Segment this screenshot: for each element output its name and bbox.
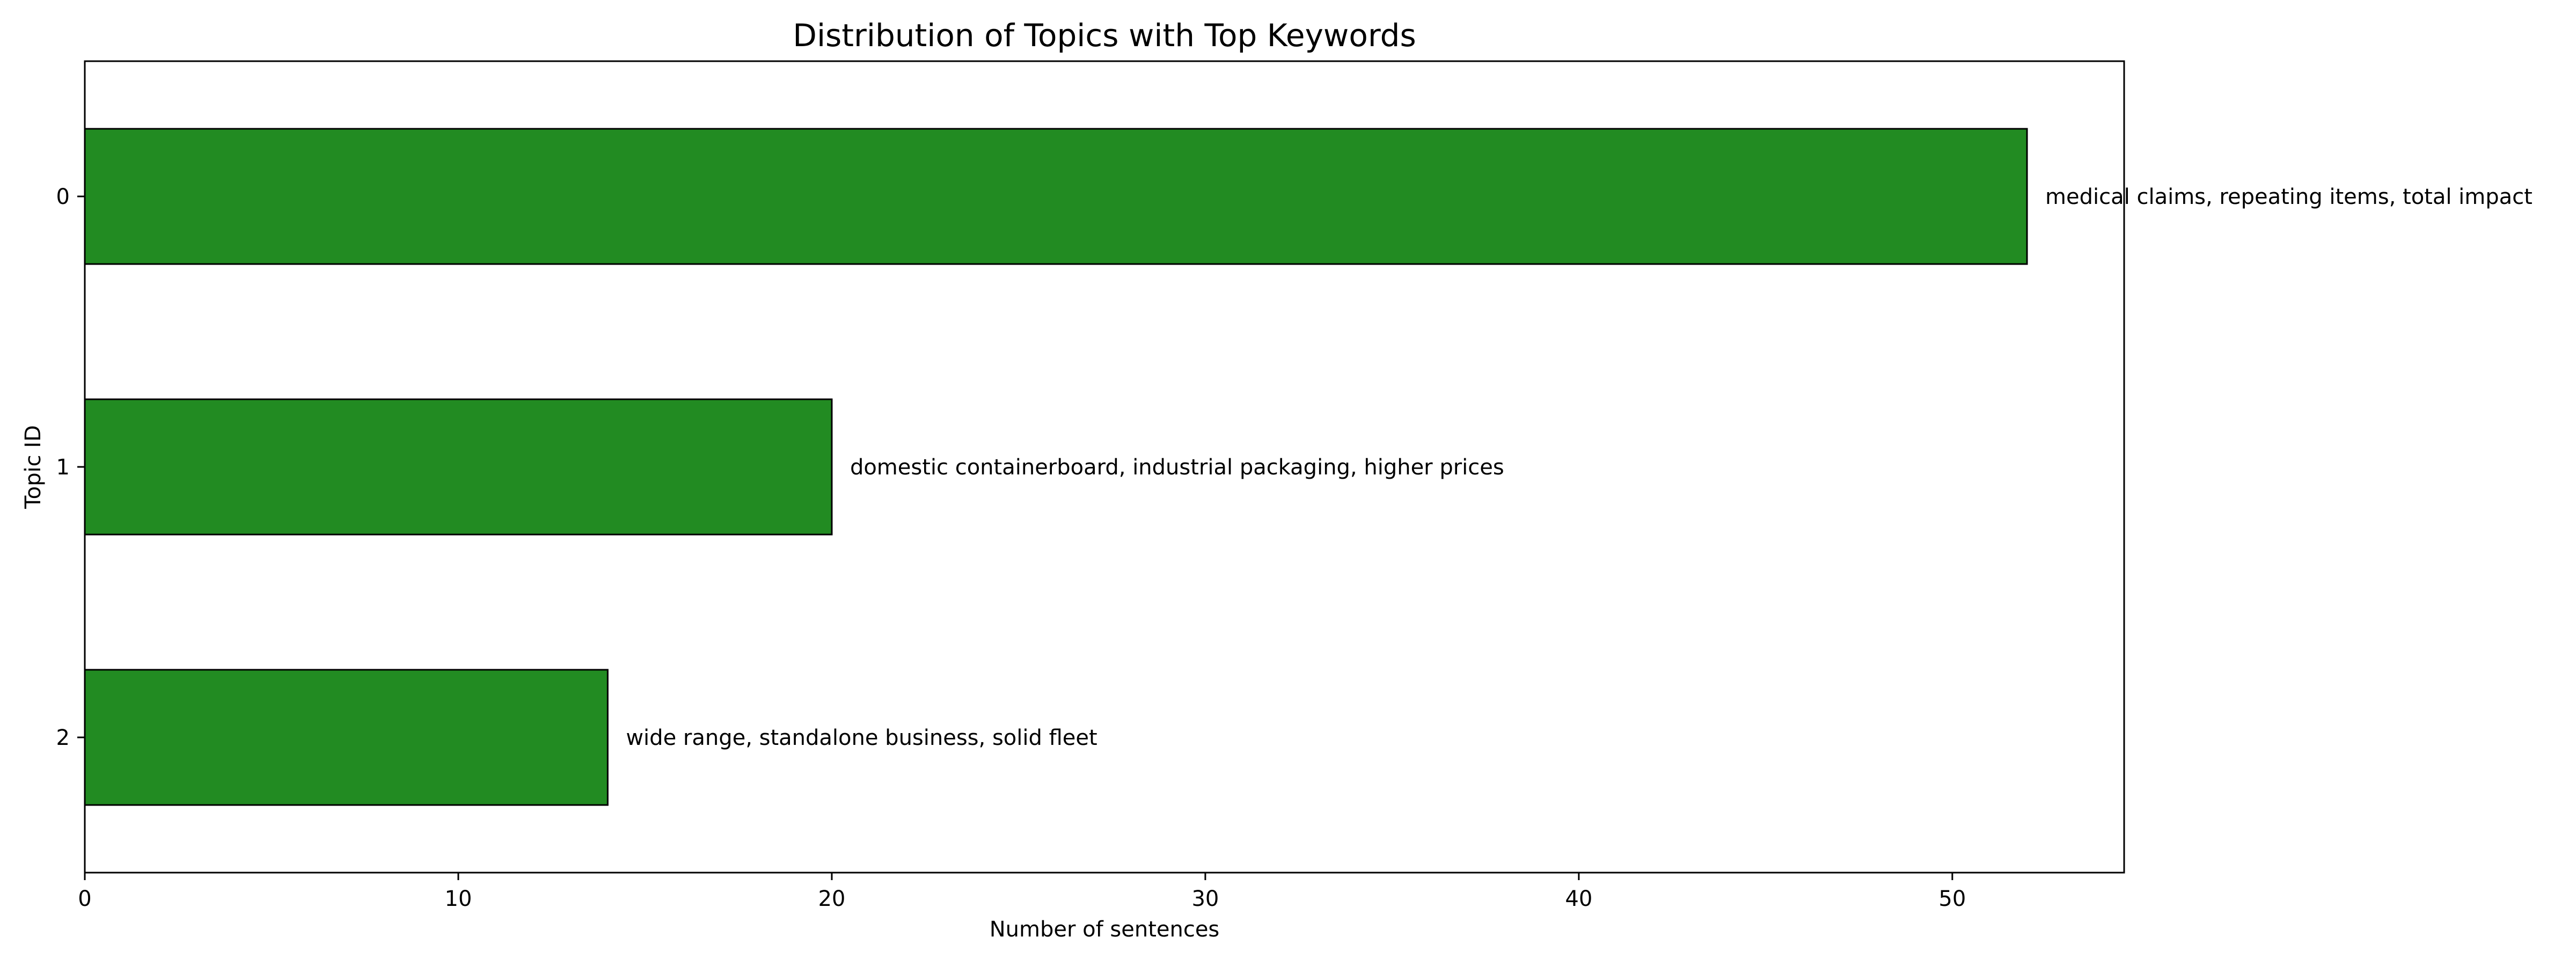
y-axis-label: Topic ID xyxy=(21,425,46,509)
bars-layer: medical claims, repeating items, total i… xyxy=(84,128,2533,806)
y-tick-label: 2 xyxy=(56,726,70,750)
x-tick-label: 0 xyxy=(78,887,91,911)
x-tick-label: 10 xyxy=(445,887,472,911)
x-tick-label: 20 xyxy=(818,887,845,911)
chart-title: Distribution of Topics with Top Keywords xyxy=(793,17,1416,54)
x-axis-label: Number of sentences xyxy=(990,917,1220,942)
bar-topic-0 xyxy=(84,128,2028,265)
bar-label-topic-0: medical claims, repeating items, total i… xyxy=(2045,185,2533,209)
y-tick-label: 0 xyxy=(56,185,70,209)
x-tick-label: 50 xyxy=(1938,887,1966,911)
x-tick-label: 30 xyxy=(1191,887,1219,911)
x-axis: 0 10 20 30 40 50 xyxy=(78,873,1966,911)
bar-label-topic-2: wide range, standalone business, solid f… xyxy=(626,726,1097,750)
x-tick-label: 40 xyxy=(1565,887,1592,911)
bar-label-topic-1: domestic containerboard, industrial pack… xyxy=(850,455,1504,480)
y-tick-label: 1 xyxy=(56,455,70,480)
y-axis: 0 1 2 xyxy=(56,185,85,750)
bar-topic-2 xyxy=(84,669,609,806)
bar-topic-1 xyxy=(84,398,833,536)
